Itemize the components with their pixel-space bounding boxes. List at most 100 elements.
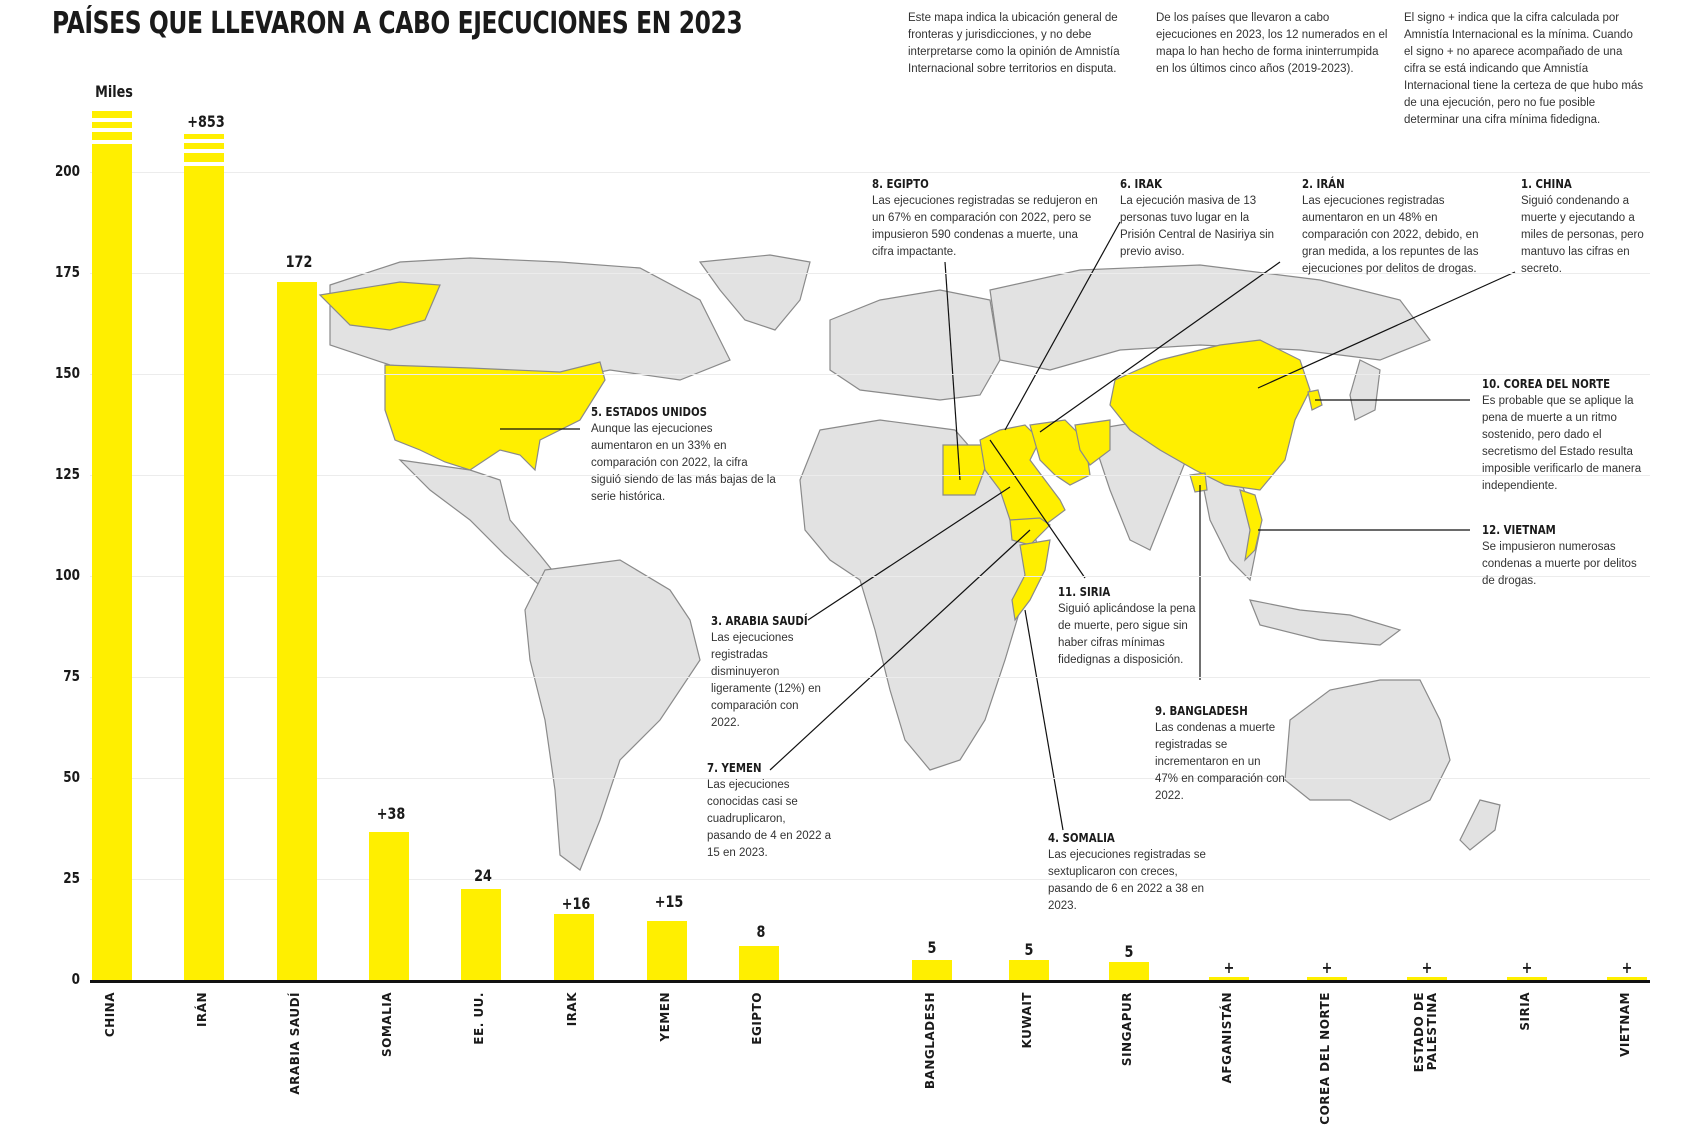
callout-text: Siguió condenando a muerte y ejecutando … <box>1521 195 1644 275</box>
xlabel-kuwait: KUWAIT <box>1020 992 1034 1049</box>
callout-corea-del-norte: 10. COREA DEL NORTE Es probable que se a… <box>1482 376 1652 495</box>
callout-heading: 8. EGIPTO <box>872 177 929 191</box>
map-china <box>1109 339 1311 491</box>
callout-text: Es probable que se aplique la pena de mu… <box>1482 395 1642 492</box>
callout-heading: 10. COREA DEL NORTE <box>1482 377 1611 391</box>
gridline-175 <box>90 273 1650 274</box>
callout-siria: 11. SIRIA Siguió aplicándose la pena de … <box>1058 584 1198 669</box>
bar-value-estado-de-palestina: + <box>1421 958 1433 977</box>
callout-text: La ejecución masiva de 13 personas tuvo … <box>1120 195 1275 258</box>
xlabel-arabia-saudi: ARABIA SAUDÍ <box>288 992 302 1095</box>
bar-bangladesh <box>912 960 952 980</box>
callout-somalia: 4. SOMALIA Las ejecuciones registradas s… <box>1048 830 1223 915</box>
bar-break-mark <box>184 162 224 166</box>
bar-value-iran: +853 <box>187 112 225 131</box>
xlabel-yemen: YEMEN <box>658 992 672 1042</box>
gridline-75 <box>90 677 1650 678</box>
world-map <box>318 221 1516 871</box>
callout-heading: 7. YEMEN <box>707 761 762 775</box>
callout-text: Las ejecuciones registradas se sextuplic… <box>1048 849 1206 912</box>
callout-text: Siguió aplicándose la pena de muerte, pe… <box>1058 603 1196 666</box>
bar-iran <box>184 134 224 980</box>
callout-text: Las condenas a muerte registradas se inc… <box>1155 722 1285 802</box>
bar-kuwait <box>1009 960 1049 980</box>
xlabel-egipto: EGIPTO <box>750 992 764 1045</box>
callout-iran: 2. IRÁN Las ejecuciones registradas aume… <box>1302 176 1502 278</box>
xlabel-corea-del-norte: COREA DEL NORTE <box>1318 992 1332 1125</box>
map-usa <box>384 361 606 472</box>
gridline-50 <box>90 778 1650 779</box>
bar-value-arabia-saudi: 172 <box>285 252 313 271</box>
map-saudi-iraq-syria <box>979 424 1066 536</box>
bar-corea-del-norte <box>1307 977 1347 980</box>
xlabel-vietnam: VIETNAM <box>1618 992 1632 1057</box>
callout-yemen: 7. YEMEN Las ejecuciones conocidas casi … <box>707 760 832 862</box>
bar-usa <box>461 889 501 980</box>
ytick-200: 200 <box>54 162 80 180</box>
ytick-150: 150 <box>54 364 80 382</box>
bar-value-afganistan: + <box>1223 958 1235 977</box>
bar-break-mark <box>92 140 132 144</box>
ytick-50: 50 <box>63 768 80 786</box>
callout-heading: 6. IRAK <box>1120 177 1162 191</box>
bar-value-somalia: +38 <box>376 804 406 823</box>
callout-irak: 6. IRAK La ejecución masiva de 13 person… <box>1120 176 1275 261</box>
bar-value-usa: 24 <box>474 866 492 885</box>
xlabel-singapur: SINGAPUR <box>1120 992 1134 1067</box>
gridline-125 <box>90 475 1650 476</box>
callout-text: Las ejecuciones conocidas casi se cuadru… <box>707 779 832 859</box>
bar-value-corea-del-norte: + <box>1321 958 1333 977</box>
callout-text: Aunque las ejecuciones aumentaron en un … <box>591 423 776 503</box>
map-bangladesh <box>1189 472 1208 493</box>
gridline-100 <box>90 576 1650 577</box>
xlabel-usa: EE. UU. <box>472 992 486 1045</box>
bar-siria <box>1507 977 1547 980</box>
bar-break-mark <box>184 139 224 143</box>
callout-estados-unidos: 5. ESTADOS UNIDOS Aunque las ejecuciones… <box>591 404 776 506</box>
callout-egipto: 8. EGIPTO Las ejecuciones registradas se… <box>872 176 1102 261</box>
ytick-175: 175 <box>54 263 80 281</box>
bar-value-yemen: +15 <box>654 892 684 911</box>
map-yemen <box>1009 517 1051 546</box>
map-iran <box>1029 419 1091 486</box>
ytick-25: 25 <box>63 869 80 887</box>
ytick-100: 100 <box>54 566 80 584</box>
gridline-150 <box>90 374 1650 375</box>
callout-text: Se impusieron numerosas condenas a muert… <box>1482 541 1637 587</box>
xlabel-iran: IRÁN <box>195 992 209 1028</box>
xlabel-afganistan: AFGANISTÁN <box>1220 992 1234 1084</box>
xlabel-china: CHINA <box>103 992 117 1038</box>
bar-break-mark <box>92 128 132 132</box>
callout-arabia-saudi: 3. ARABIA SAUDÍ Las ejecuciones registra… <box>711 613 821 732</box>
callout-text: Las ejecuciones registradas se redujeron… <box>872 195 1098 258</box>
xlabel-bangladesh: BANGLADESH <box>923 992 937 1090</box>
callout-china: 1. CHINA Siguió condenando a muerte y ej… <box>1521 176 1661 278</box>
bar-irak <box>554 914 594 980</box>
callout-heading: 2. IRÁN <box>1302 177 1345 191</box>
callout-bangladesh: 9. BANGLADESH Las condenas a muerte regi… <box>1155 703 1285 805</box>
bar-break-mark <box>184 149 224 153</box>
xlabel-estado-de-palestina: ESTADO DE PALESTINA <box>1412 992 1439 1073</box>
bar-break-mark <box>92 118 132 122</box>
bar-estado-de-palestina <box>1407 977 1447 980</box>
bar-value-egipto: 8 <box>756 922 766 941</box>
callout-vietnam: 12. VIETNAM Se impusieron numerosas cond… <box>1482 522 1647 590</box>
callout-heading: 11. SIRIA <box>1058 585 1111 599</box>
ytick-75: 75 <box>63 667 80 685</box>
bar-value-kuwait: 5 <box>1024 940 1034 959</box>
callout-heading: 4. SOMALIA <box>1048 831 1115 845</box>
gridline-25 <box>90 879 1650 880</box>
xlabel-irak: IRAK <box>565 992 579 1027</box>
bar-afganistan <box>1209 977 1249 980</box>
note-plus-sign: El signo + indica que la cifra calculada… <box>1404 12 1644 126</box>
bar-value-singapur: 5 <box>1124 942 1134 961</box>
map-vietnam <box>1239 489 1263 562</box>
gridline-200 <box>90 172 1650 173</box>
ytick-0: 0 <box>71 970 80 988</box>
bar-value-vietnam: + <box>1621 958 1633 977</box>
note-map-disclaimer: Este mapa indica la ubicación general de… <box>908 12 1120 75</box>
chart-title: PAÍSES QUE LLEVARON A CABO EJECUCIONES E… <box>52 6 743 41</box>
x-axis-baseline <box>90 980 1650 983</box>
callout-text: Las ejecuciones registradas aumentaron e… <box>1302 195 1479 275</box>
xlabel-somalia: SOMALIA <box>380 992 394 1057</box>
